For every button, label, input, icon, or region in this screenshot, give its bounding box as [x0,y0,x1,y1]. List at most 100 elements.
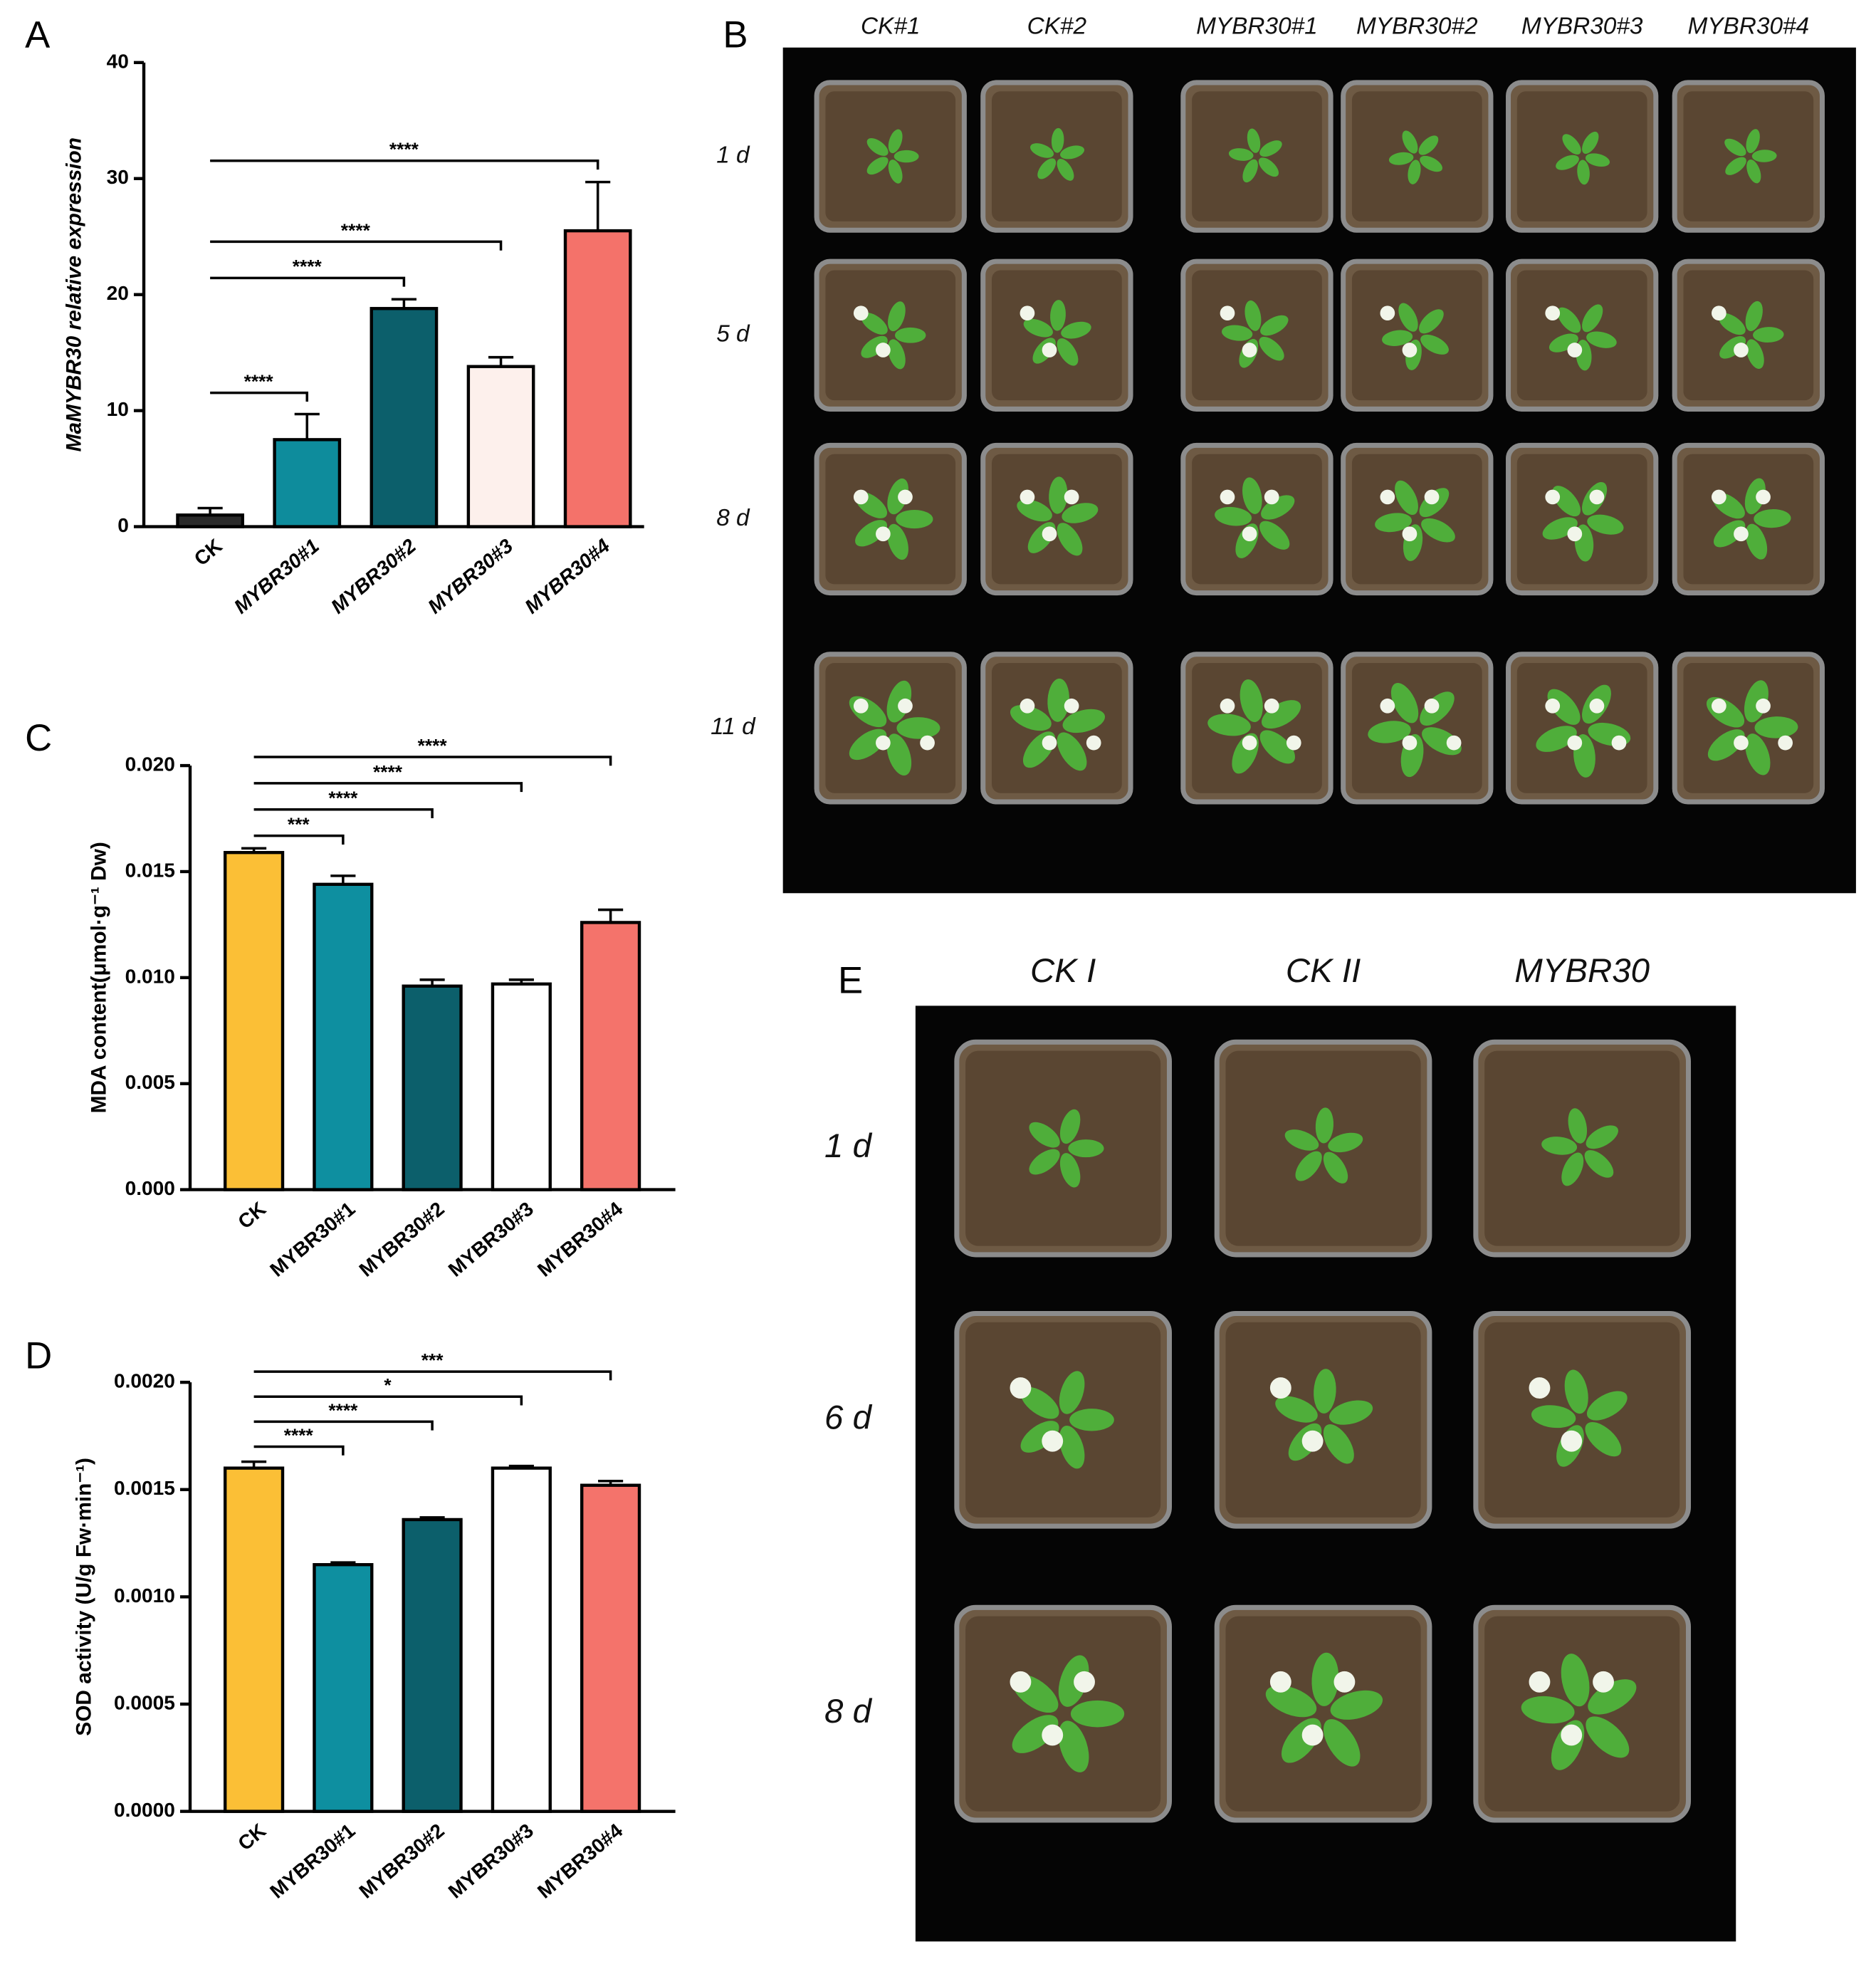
flower [876,526,891,542]
leaf [1315,1107,1334,1144]
flower [1545,489,1561,505]
leaf [1060,145,1085,160]
leaf [1368,721,1411,743]
soil [1683,454,1814,585]
significance-label: **** [418,735,448,756]
leaf [1421,518,1455,543]
leaf [886,733,912,776]
leaf [866,138,889,156]
flower [1734,343,1749,357]
soil [1225,1322,1421,1518]
leaf [1259,336,1284,361]
x-tick-label: CK [190,534,227,570]
leaf [1057,338,1079,366]
significance-label: **** [328,788,358,809]
flower [1010,1671,1032,1693]
flower [1424,489,1440,505]
leaf [1745,301,1763,332]
panel-label: A [25,14,51,56]
leaf [1323,1719,1361,1767]
leaf [1330,1690,1383,1720]
flower [853,489,869,505]
leaf [1017,499,1052,522]
y-axis-label: SOD activity (U/g Fw·min⁻¹) [72,1458,95,1736]
leaf [887,523,908,560]
leaf [1547,689,1581,725]
leaf [1012,1715,1059,1753]
significance-label: **** [373,761,403,783]
leaf [1564,1369,1588,1414]
leaf [1023,318,1053,338]
x-tick-label: CK [234,1819,271,1854]
leaf [1582,131,1599,154]
flower [1380,489,1395,505]
flower [1380,698,1395,714]
leaf [894,327,926,343]
soil [1683,91,1814,221]
leaf [1536,726,1577,752]
flower [1711,698,1726,714]
significance-label: *** [288,814,310,835]
bar [466,365,535,528]
leaf [1020,1386,1059,1419]
leaf [1744,478,1766,515]
flower [1064,489,1079,505]
leaf [1419,309,1444,334]
row-label: 1 d [716,142,750,168]
flower [1711,489,1726,505]
leaf [1585,1421,1622,1457]
leaf [1059,1371,1085,1414]
flower [1402,735,1418,751]
soil [965,1050,1161,1246]
significance-bracket [253,1445,345,1456]
panel-label: C [25,717,52,759]
leaf [1259,521,1290,550]
column-label: MYBR30#4 [1688,13,1810,39]
significance-bracket [253,1370,612,1381]
flower [1734,735,1749,751]
significance-label: **** [284,1424,314,1446]
leaf [1753,327,1784,343]
flower [1042,1430,1064,1452]
leaf [1541,1137,1578,1155]
leaf [1323,1424,1354,1464]
flower [1333,1671,1356,1693]
leaf [1215,506,1252,526]
flower [853,305,869,321]
flower [1756,698,1771,714]
leaf [1328,1132,1363,1153]
soil [1516,270,1647,401]
bar [176,513,244,528]
leaf [1259,140,1282,157]
leaf [1556,155,1579,170]
leaf [1062,709,1106,733]
leaf [1751,150,1777,162]
leaf [1059,1109,1081,1144]
leaf [1057,732,1087,771]
leaf [1050,300,1066,331]
flower [1567,735,1583,751]
leaf [1552,486,1581,517]
bar [313,882,374,1191]
panel-label: E [838,960,863,1002]
flower [1042,526,1057,542]
column-label: CK II [1286,952,1361,990]
soil [1192,454,1322,585]
panel-label: B [723,14,748,56]
leaf [1284,1129,1319,1151]
y-tick-label: 20 [107,282,129,304]
leaf [1521,1696,1575,1724]
significance-bracket [210,391,309,402]
leaf [1020,1421,1059,1453]
leaf [1265,1685,1317,1718]
leaf [1402,130,1418,154]
leaf [1381,330,1413,346]
leaf [1585,153,1610,167]
leaf [1746,339,1764,369]
flower [1778,735,1793,751]
flower [1561,1724,1583,1746]
leaf [1746,129,1760,153]
leaf [1258,157,1279,177]
column-label: MYBR30#2 [1356,13,1478,39]
soil [1351,454,1482,585]
